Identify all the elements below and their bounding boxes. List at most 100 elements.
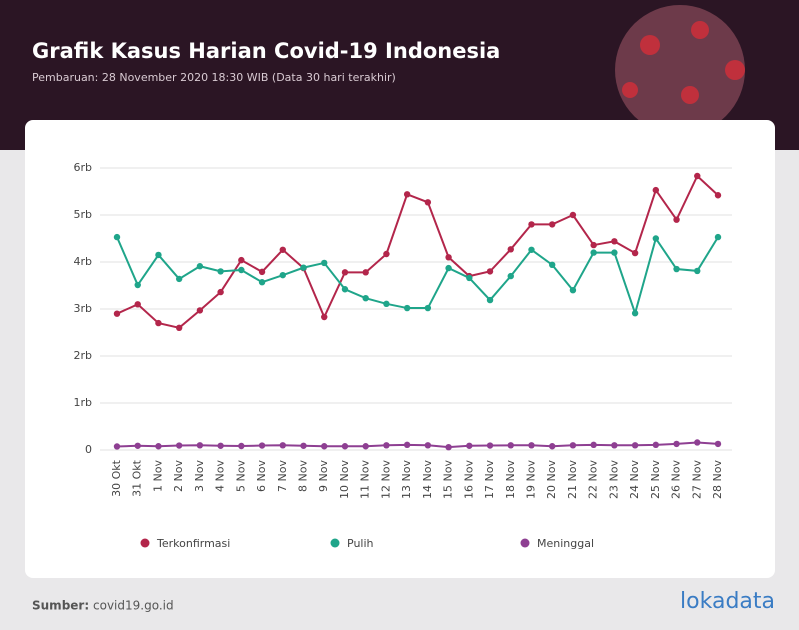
data-point xyxy=(362,294,369,302)
data-point xyxy=(694,172,701,180)
x-tick-label: 1 Nov xyxy=(151,460,164,492)
x-tick-label: 2 Nov xyxy=(172,460,185,492)
data-point xyxy=(113,310,121,317)
x-tick-label: 16 Nov xyxy=(462,460,475,499)
y-tick-label: 4rb xyxy=(73,255,92,268)
x-tick-label: 18 Nov xyxy=(504,460,517,499)
data-point xyxy=(134,301,141,308)
data-point xyxy=(403,304,411,312)
data-point xyxy=(113,443,121,450)
data-point xyxy=(300,264,307,271)
data-point xyxy=(445,443,452,451)
data-point xyxy=(714,192,722,199)
data-point xyxy=(466,274,473,282)
data-point xyxy=(175,275,183,283)
data-point xyxy=(217,288,224,296)
data-point xyxy=(175,324,183,331)
x-tick-label: 17 Nov xyxy=(483,460,496,499)
data-point xyxy=(569,287,577,294)
y-tick-label: 2rb xyxy=(73,349,92,362)
data-point xyxy=(507,442,514,449)
data-point xyxy=(466,442,473,449)
data-point xyxy=(134,442,141,449)
data-point xyxy=(175,442,183,449)
data-point xyxy=(113,233,121,241)
source-label: Sumber: xyxy=(32,599,89,613)
y-tick-label: 1rb xyxy=(73,396,92,409)
legend-label: Meninggal xyxy=(537,537,594,550)
data-point xyxy=(528,221,535,228)
data-point xyxy=(652,186,660,194)
data-point xyxy=(590,241,597,249)
data-point xyxy=(321,443,328,450)
data-point xyxy=(321,313,328,321)
x-tick-label: 28 Nov xyxy=(711,460,724,499)
data-point xyxy=(714,440,722,448)
x-tick-label: 24 Nov xyxy=(628,460,641,499)
data-point xyxy=(507,272,514,280)
data-point xyxy=(238,266,245,274)
data-point xyxy=(217,442,224,449)
data-point xyxy=(279,271,286,279)
data-point xyxy=(424,442,432,449)
data-point xyxy=(196,442,204,449)
data-point xyxy=(694,267,701,275)
x-tick-label: 30 Okt xyxy=(110,459,123,497)
data-point xyxy=(383,250,390,258)
data-point xyxy=(155,319,162,327)
x-tick-label: 14 Nov xyxy=(421,460,434,499)
data-point xyxy=(155,443,162,450)
y-tick-label: 6rb xyxy=(73,161,92,174)
chart-subtitle: Pembaruan: 28 November 2020 18:30 WIB (D… xyxy=(32,71,396,84)
x-tick-label: 8 Nov xyxy=(297,460,310,492)
x-tick-label: 5 Nov xyxy=(234,460,247,492)
x-tick-label: 10 Nov xyxy=(338,460,351,499)
data-point xyxy=(486,268,494,275)
x-tick-label: 7 Nov xyxy=(276,460,289,492)
data-point xyxy=(652,441,660,449)
data-point xyxy=(279,442,286,449)
legend-marker xyxy=(330,538,340,548)
x-tick-label: 20 Nov xyxy=(545,460,558,499)
x-tick-label: 19 Nov xyxy=(524,460,537,499)
chart-title: Grafik Kasus Harian Covid-19 Indonesia xyxy=(32,39,500,63)
data-point xyxy=(258,268,266,276)
data-point xyxy=(486,296,494,304)
data-point xyxy=(611,249,618,256)
x-tick-label: 21 Nov xyxy=(566,460,579,499)
x-tick-label: 15 Nov xyxy=(442,460,455,499)
data-point xyxy=(196,307,204,314)
data-point xyxy=(362,269,369,276)
data-point xyxy=(258,279,266,286)
legend-marker xyxy=(140,538,150,548)
data-point xyxy=(611,238,618,245)
data-point xyxy=(652,235,660,242)
source: covid19.go.id xyxy=(93,599,174,613)
data-point xyxy=(714,233,722,241)
x-tick-label: 12 Nov xyxy=(379,460,392,499)
x-tick-label: 9 Nov xyxy=(317,460,330,492)
data-point xyxy=(631,442,639,449)
data-point xyxy=(694,439,701,446)
y-tick-label: 3rb xyxy=(73,302,92,315)
y-tick-label: 5rb xyxy=(73,208,92,221)
data-point xyxy=(549,221,556,228)
data-point xyxy=(611,442,618,449)
legend-marker xyxy=(520,538,530,548)
data-point xyxy=(486,442,494,449)
legend-label: Terkonfirmasi xyxy=(156,537,230,550)
data-point xyxy=(362,443,369,450)
data-point xyxy=(279,246,286,253)
x-tick-label: 6 Nov xyxy=(255,460,268,492)
data-point xyxy=(258,442,266,449)
x-tick-label: 3 Nov xyxy=(193,460,206,492)
brand-logo: lokadata xyxy=(680,589,775,614)
data-point xyxy=(631,249,639,257)
data-point xyxy=(300,442,307,449)
data-point xyxy=(341,286,349,293)
x-tick-label: 11 Nov xyxy=(359,460,372,499)
data-point xyxy=(673,265,680,273)
data-point xyxy=(238,256,245,264)
data-point xyxy=(528,246,535,253)
